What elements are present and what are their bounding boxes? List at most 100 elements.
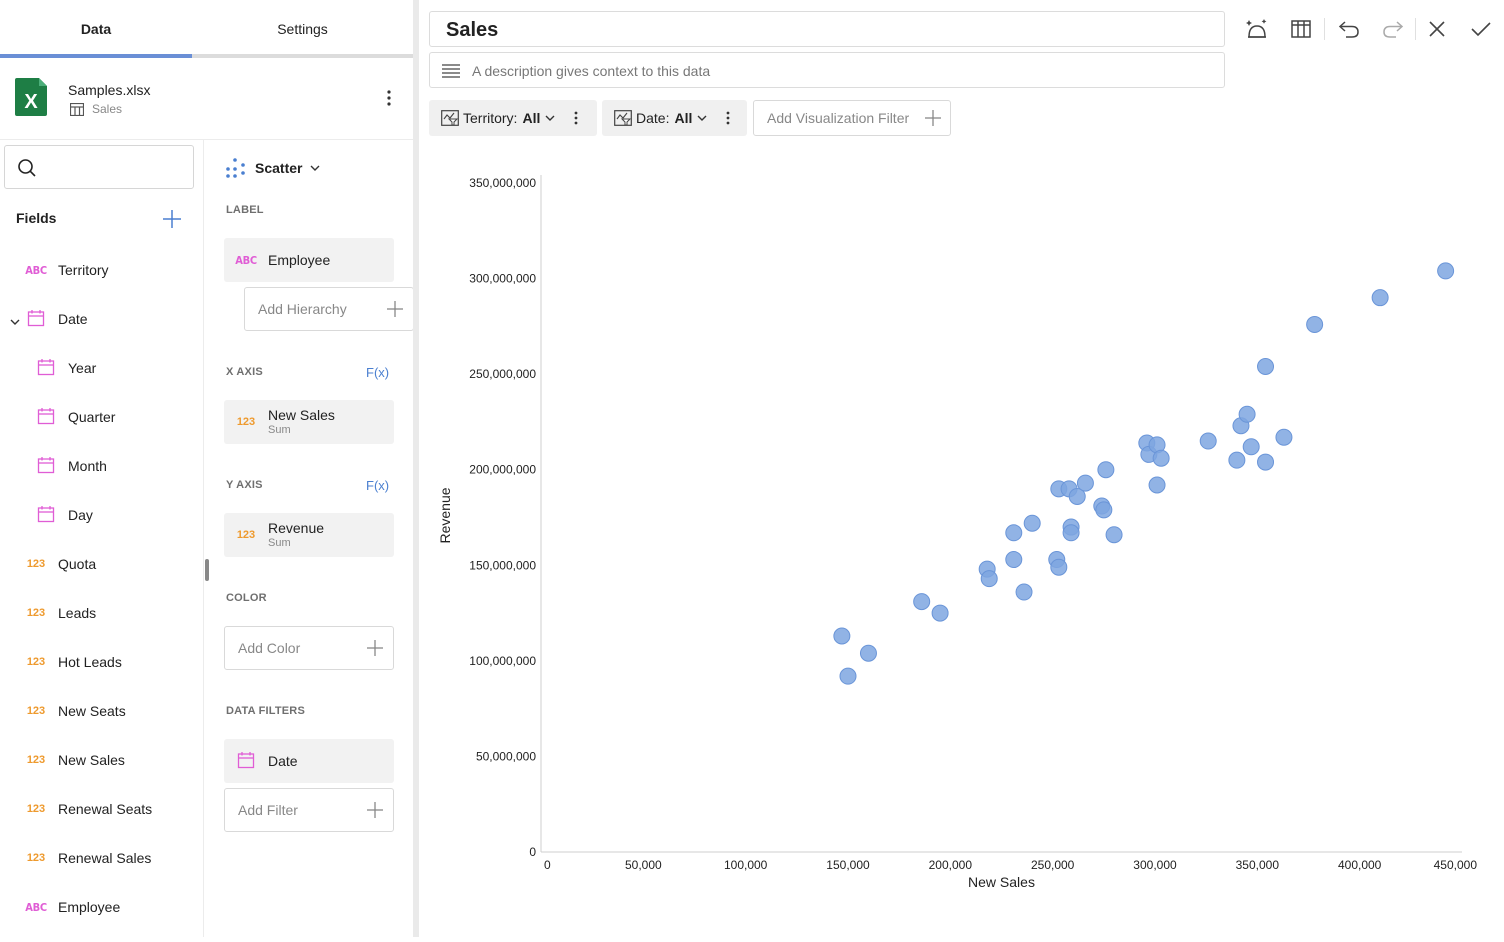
text-type-icon: ABC: [25, 900, 47, 914]
x-axis-field-agg: Sum: [268, 424, 291, 436]
label-field-pill[interactable]: ABC Employee: [224, 238, 394, 282]
scatter-point: [1228, 451, 1246, 469]
more-vert-icon[interactable]: [574, 111, 578, 125]
search-input[interactable]: [45, 154, 185, 182]
grid-icon[interactable]: [1289, 17, 1313, 41]
field-label: Month: [68, 458, 107, 474]
data-filter-date-pill[interactable]: Date: [224, 739, 394, 783]
scatter-point: [1068, 487, 1086, 505]
scatter-point: [1152, 449, 1170, 467]
field-new-seats[interactable]: 123 New Seats: [24, 691, 126, 731]
field-territory[interactable]: ABC Territory: [24, 250, 108, 290]
scatter-point: [913, 593, 931, 611]
plus-icon: [387, 301, 403, 317]
scatter-icon: [226, 158, 245, 178]
field-label: New Seats: [58, 703, 126, 719]
numeric-type-icon: 123: [236, 529, 256, 541]
scatter-chart: 0 50,000,000 100,000,000 150,000,000 200,000…: [419, 160, 1504, 937]
field-label: Renewal Seats: [58, 801, 153, 817]
plus-icon[interactable]: [161, 208, 183, 230]
field-new-sales[interactable]: 123 New Sales: [24, 740, 125, 780]
x-tick-label: 50,000: [625, 858, 662, 872]
x-tick-label: 450,000: [1434, 858, 1478, 872]
scatter-point: [1257, 357, 1275, 375]
field-day[interactable]: Day: [34, 495, 93, 535]
scatter-point: [1005, 551, 1023, 569]
source-sheet: Sales: [70, 102, 122, 116]
fields-scrollbar-thumb[interactable]: [205, 559, 209, 581]
scatter-chart-svg: 0 50,000,000 100,000,000 150,000,000 200,000…: [437, 175, 1478, 890]
field-month[interactable]: Month: [34, 446, 107, 486]
numeric-type-icon: 123: [26, 558, 46, 570]
field-quarter[interactable]: Quarter: [34, 397, 115, 437]
field-year[interactable]: Year: [34, 348, 96, 388]
tab-data[interactable]: Data: [80, 21, 112, 37]
more-vert-icon[interactable]: [726, 111, 730, 125]
close-icon[interactable]: [1425, 17, 1449, 41]
field-date[interactable]: Date: [24, 299, 88, 339]
scatter-point: [1148, 476, 1166, 494]
add-hierarchy-button[interactable]: Add Hierarchy: [244, 287, 414, 331]
scatter-point: [833, 627, 851, 645]
panel-divider[interactable]: [413, 0, 419, 937]
text-type-icon: ABC: [235, 253, 257, 267]
field-label: Renewal Sales: [58, 850, 152, 866]
field-renewal-sales[interactable]: 123 Renewal Sales: [24, 838, 152, 878]
title-field[interactable]: Sales: [429, 11, 1225, 47]
territory-filter-value: All: [522, 110, 541, 126]
scatter-point: [980, 570, 998, 588]
x-axis-title: New Sales: [968, 874, 1035, 890]
field-leads[interactable]: 123 Leads: [24, 593, 96, 633]
field-renewal-seats[interactable]: 123 Renewal Seats: [24, 789, 152, 829]
visualization-title[interactable]: Sales: [446, 19, 499, 41]
x-axis-field-text: New Sales Sum: [268, 408, 335, 436]
add-color-button[interactable]: Add Color: [224, 626, 394, 670]
add-filter-button[interactable]: Add Filter: [224, 788, 394, 832]
field-search[interactable]: [4, 145, 194, 189]
field-employee[interactable]: ABC Employee: [24, 887, 120, 927]
date-filter[interactable]: Date: All: [602, 100, 747, 136]
y-axis-field-pill[interactable]: 123 Revenue Sum: [224, 513, 394, 557]
field-quota[interactable]: 123 Quota: [24, 544, 96, 584]
redo-icon[interactable]: [1381, 17, 1405, 41]
filter-icon: [614, 110, 632, 126]
x-axis-field-pill[interactable]: 123 New Sales Sum: [224, 400, 394, 444]
x-axis-section-title: X AXIS: [226, 366, 263, 378]
undo-icon[interactable]: [1337, 17, 1361, 41]
date-filter-value: All: [674, 110, 693, 126]
territory-filter[interactable]: Territory: All: [429, 100, 597, 136]
x-tick-label: 300,000: [1133, 858, 1177, 872]
y-tick-label: 300,000,000: [469, 272, 536, 286]
chevron-down-icon: [697, 115, 707, 121]
y-tick-label: 200,000,000: [469, 463, 536, 477]
data-filter-field-name: Date: [268, 753, 298, 769]
source-sheet-name: Sales: [92, 102, 123, 116]
field-label: Date: [58, 311, 88, 327]
description-input[interactable]: [472, 60, 1172, 82]
svg-text:X: X: [24, 91, 38, 113]
scatter-point: [859, 644, 877, 662]
excel-file-icon: X: [15, 78, 47, 116]
more-vert-icon[interactable]: [380, 88, 398, 108]
numeric-type-icon: 123: [26, 754, 46, 766]
viz-type-selector[interactable]: Scatter: [225, 157, 320, 179]
field-hot-leads[interactable]: 123 Hot Leads: [24, 642, 122, 682]
check-icon[interactable]: [1469, 17, 1493, 41]
y-axis-fx-button[interactable]: F(x): [366, 478, 390, 493]
chevron-down-icon: [545, 115, 555, 121]
add-visualization-filter-button[interactable]: Add Visualization Filter: [753, 100, 951, 136]
magic-icon[interactable]: [1245, 17, 1269, 41]
tab-settings[interactable]: Settings: [277, 21, 328, 37]
description-field[interactable]: [429, 52, 1225, 88]
scatter-point: [1097, 461, 1115, 479]
chevron-down-icon[interactable]: [9, 316, 21, 328]
calendar-icon: [34, 358, 58, 379]
field-label: Hot Leads: [58, 654, 122, 670]
scatter-point: [1437, 262, 1455, 280]
label-section-title: LABEL: [226, 204, 264, 216]
y-axis-field-agg: Sum: [268, 537, 291, 549]
scatter-point: [1238, 405, 1256, 423]
y-tick-label: 250,000,000: [469, 367, 536, 381]
field-label: Quarter: [68, 409, 116, 425]
x-axis-fx-button[interactable]: F(x): [366, 365, 390, 380]
